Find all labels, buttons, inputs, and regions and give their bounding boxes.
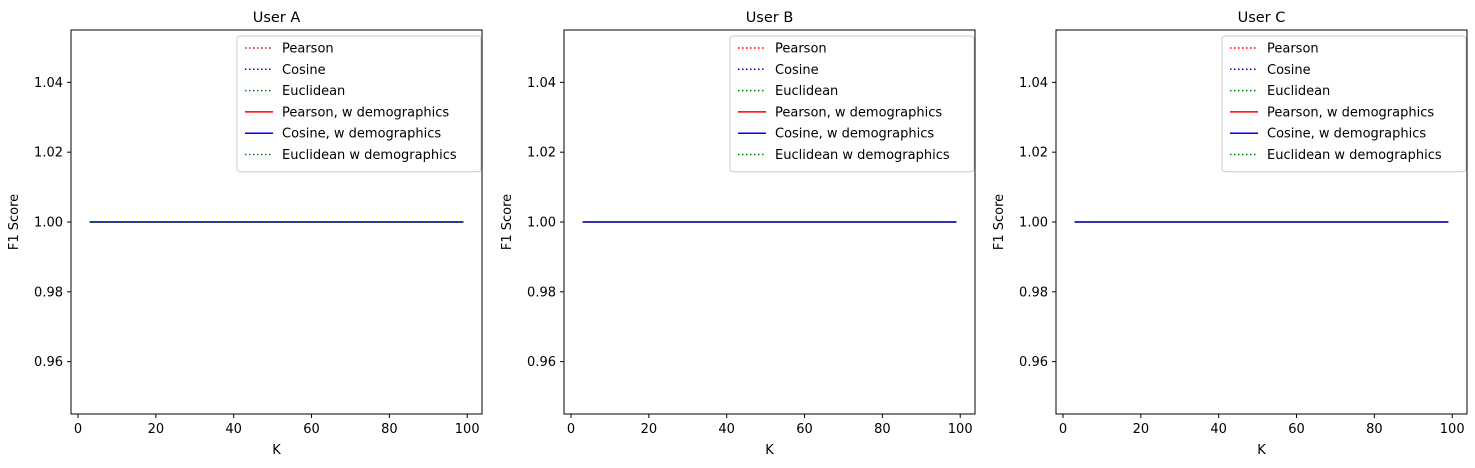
legend-box xyxy=(729,35,975,173)
legend-box xyxy=(236,35,482,173)
legend-label: Pearson, w demographics xyxy=(1267,105,1434,120)
x-tick-label: 100 xyxy=(948,422,973,437)
y-tick-label: 0.96 xyxy=(34,355,63,370)
y-tick-label: 1.02 xyxy=(34,146,63,161)
y-tick-label: 0.96 xyxy=(527,355,556,370)
legend-label: Euclidean xyxy=(775,84,838,99)
legend-box xyxy=(1221,35,1467,173)
x-tick-label: 40 xyxy=(225,422,242,437)
x-tick-label: 80 xyxy=(381,422,398,437)
chart-title: User B xyxy=(746,10,794,26)
legend-label: Cosine, w demographics xyxy=(282,127,441,142)
y-tick-label: 1.00 xyxy=(34,216,63,231)
y-tick-label: 0.96 xyxy=(1019,355,1048,370)
x-tick-label: 60 xyxy=(1288,422,1305,437)
x-tick-label: 20 xyxy=(148,422,165,437)
legend-label: Euclidean w demographics xyxy=(1267,148,1442,163)
chart-panel-3: User C 0 20 40 60 80 100 0.96 0.98 1.00 1.02 1.04 K F… xyxy=(992,10,1468,458)
y-tick-label: 1.00 xyxy=(527,216,556,231)
legend-label: Pearson, w demographics xyxy=(282,105,449,120)
x-tick-label: 60 xyxy=(796,422,813,437)
x-tick-label: 100 xyxy=(455,422,480,437)
y-tick-label: 1.02 xyxy=(1019,146,1048,161)
x-tick-label: 80 xyxy=(874,422,891,437)
x-tick-label: 0 xyxy=(1059,422,1067,437)
x-axis-label: K xyxy=(1257,443,1266,458)
y-tick-label: 1.00 xyxy=(1019,216,1048,231)
legend-label: Pearson xyxy=(775,42,827,57)
legend-label: Euclidean xyxy=(1267,84,1330,99)
x-tick-label: 0 xyxy=(74,422,82,437)
x-axis-label: K xyxy=(765,443,774,458)
x-tick-label: 80 xyxy=(1366,422,1383,437)
legend-label: Pearson xyxy=(1267,42,1319,57)
y-tick-label: 1.04 xyxy=(34,76,63,91)
x-tick-label: 40 xyxy=(718,422,735,437)
y-tick-label: 1.04 xyxy=(1019,76,1048,91)
x-tick-label: 20 xyxy=(1133,422,1150,437)
legend-label: Pearson xyxy=(282,42,334,57)
legend-label: Euclidean xyxy=(282,84,345,99)
y-tick-label: 0.98 xyxy=(527,285,556,300)
y-axis-label: F1 Score xyxy=(7,194,22,250)
y-tick-label: 0.98 xyxy=(34,285,63,300)
x-tick-label: 20 xyxy=(641,422,658,437)
chart-panel-2: User B 0 20 40 60 80 100 0.96 0.98 1.00 1.02 1.04 K F… xyxy=(500,10,976,458)
y-axis-label: F1 Score xyxy=(992,194,1007,250)
legend-label: Euclidean w demographics xyxy=(775,148,950,163)
x-tick-label: 60 xyxy=(303,422,320,437)
legend-label: Cosine xyxy=(1267,63,1311,78)
legend-label: Euclidean w demographics xyxy=(282,148,457,163)
legend-label: Pearson, w demographics xyxy=(775,105,942,120)
legend-label: Cosine, w demographics xyxy=(775,127,934,142)
x-tick-label: 40 xyxy=(1210,422,1227,437)
chart-panel-1: User A 0 20 40 60 80 100 0.96 0.98 1.00 1.02 1.04 K F… xyxy=(7,10,483,458)
legend-label: Cosine, w demographics xyxy=(1267,127,1426,142)
y-tick-label: 1.04 xyxy=(527,76,556,91)
legend-label: Cosine xyxy=(775,63,819,78)
chart-title: User C xyxy=(1238,10,1286,26)
x-tick-label: 100 xyxy=(1440,422,1465,437)
chart-title: User A xyxy=(253,10,301,26)
y-tick-label: 1.02 xyxy=(527,146,556,161)
x-tick-label: 0 xyxy=(567,422,575,437)
x-axis-label: K xyxy=(272,443,281,458)
y-axis-label: F1 Score xyxy=(500,194,515,250)
legend-label: Cosine xyxy=(282,63,326,78)
y-tick-label: 0.98 xyxy=(1019,285,1048,300)
